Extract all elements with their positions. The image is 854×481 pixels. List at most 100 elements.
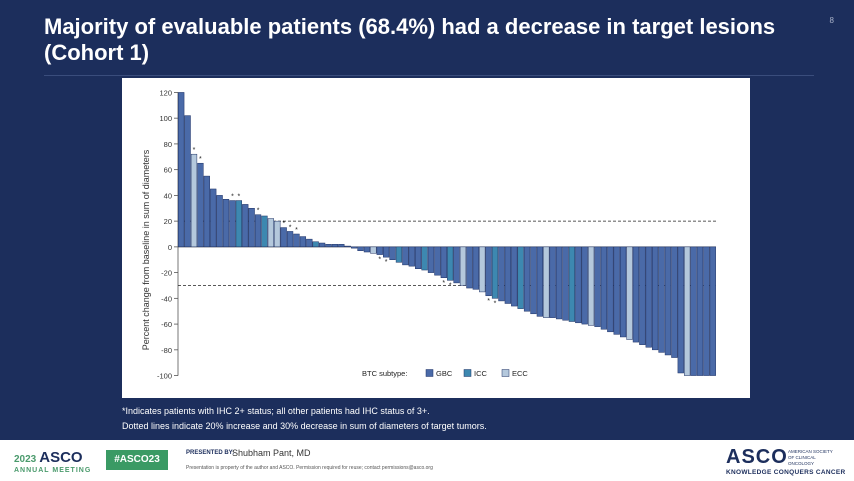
ihc-star-marker: * (295, 227, 298, 234)
legend-swatch (501, 369, 510, 377)
bar (479, 246, 486, 293)
bar (248, 208, 255, 248)
bar (293, 233, 300, 248)
bar (267, 218, 275, 248)
bar (511, 246, 518, 307)
bar (472, 246, 479, 290)
bar (568, 246, 576, 322)
y-tick-label: 120 (159, 88, 172, 97)
bar (504, 246, 511, 304)
bar (229, 200, 236, 248)
presented-by-label: PRESENTED BY: (186, 450, 235, 456)
bar (203, 175, 210, 248)
ihc-star-marker: * (449, 282, 452, 289)
ihc-star-marker: * (282, 221, 285, 228)
meeting-logo: 2023 ASCO (14, 449, 83, 466)
bar (632, 246, 640, 343)
bar (370, 246, 377, 254)
y-tick-label: 80 (164, 140, 172, 149)
bar (587, 246, 595, 326)
bar (318, 242, 326, 248)
bar (536, 246, 543, 317)
bar (447, 246, 454, 281)
bar (639, 246, 646, 345)
y-tick-label: -80 (161, 346, 172, 355)
y-tick-label: -60 (161, 320, 172, 329)
bar (440, 246, 447, 279)
bar (299, 236, 307, 248)
bar (331, 244, 339, 248)
y-tick-label: -20 (161, 269, 172, 278)
bar (261, 215, 268, 248)
y-tick-label: 100 (159, 114, 172, 123)
bar (216, 195, 223, 248)
legend-label: ECC (512, 369, 528, 378)
bar (684, 246, 691, 376)
meeting-org: ASCO (39, 449, 83, 466)
bar (613, 246, 620, 335)
legend-label: ICC (474, 369, 488, 378)
bar (690, 246, 697, 376)
bar (485, 246, 492, 297)
bar (549, 246, 556, 318)
bar (677, 246, 684, 374)
bar (696, 246, 704, 376)
bar (652, 246, 659, 351)
title-divider (44, 75, 814, 76)
bar (626, 246, 633, 340)
bar (254, 214, 262, 248)
ihc-star-marker: * (487, 298, 490, 305)
bar (581, 246, 588, 325)
meeting-year: 2023 (14, 454, 37, 465)
bar (600, 246, 608, 330)
bar (376, 246, 383, 255)
ihc-star-marker: * (442, 280, 445, 287)
ihc-star-marker: * (199, 156, 202, 163)
disclaimer: Presentation is property of the author a… (186, 465, 433, 471)
bar (274, 220, 281, 248)
ihc-star-marker: * (289, 224, 292, 231)
bar (645, 246, 652, 348)
bar (466, 246, 473, 289)
ihc-star-marker: * (193, 147, 196, 154)
ihc-star-marker: * (494, 300, 497, 307)
bar (210, 188, 217, 248)
bar (357, 246, 364, 251)
legend-swatch (425, 369, 434, 377)
footnote-ihc: *Indicates patients with IHC 2+ status; … (122, 406, 430, 416)
bar (325, 244, 332, 248)
bar (594, 246, 601, 327)
bar (242, 204, 249, 248)
slide-title: Majority of evaluable patients (68.4%) h… (44, 14, 776, 65)
bar (671, 246, 678, 358)
bar (453, 246, 460, 284)
bar (658, 246, 665, 353)
bar (620, 246, 627, 338)
bar (427, 246, 435, 273)
y-tick-label: -40 (161, 294, 172, 303)
bar (459, 246, 467, 286)
bar (562, 246, 569, 321)
bar (190, 153, 198, 248)
bar (389, 246, 396, 260)
asco-tagline: KNOWLEDGE CONQUERS CANCER (726, 469, 846, 476)
chart-panel: 120 100 80 60 40 20 0 -20 -40 -60 -80 -100 * * * * * * * *… (122, 78, 750, 398)
bar (415, 246, 422, 269)
slide-number: 8 (829, 16, 834, 25)
bar (178, 92, 185, 248)
bar (363, 246, 371, 253)
bar (709, 246, 716, 376)
bar (312, 241, 319, 248)
bar (306, 238, 313, 248)
presenter-name: Shubham Pant, MD (232, 448, 311, 458)
y-tick-label: -100 (157, 372, 172, 381)
bar (523, 246, 531, 312)
ihc-star-marker: * (257, 208, 260, 215)
meeting-name: ANNUAL MEETING (14, 467, 92, 474)
legend-label: GBC (436, 369, 453, 378)
bar (530, 246, 537, 315)
bar (703, 246, 710, 376)
bar (664, 246, 672, 356)
ihc-star-marker: * (378, 257, 381, 264)
y-tick-label: 40 (164, 191, 172, 200)
